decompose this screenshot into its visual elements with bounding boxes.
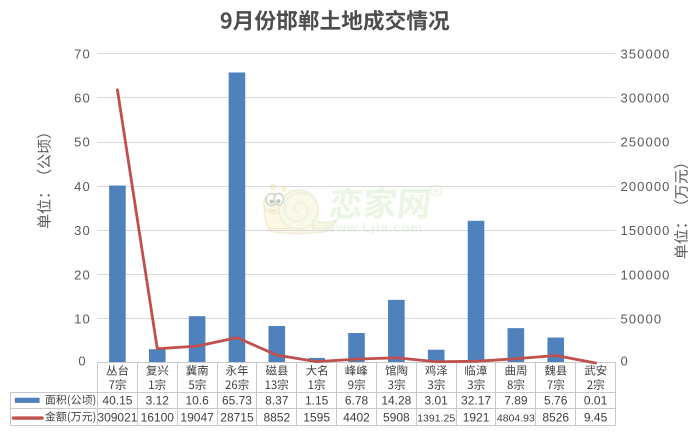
svg-text:3.12: 3.12 (146, 394, 170, 408)
svg-text:300000: 300000 (621, 91, 671, 106)
svg-text:0.01: 0.01 (584, 394, 608, 408)
svg-text:200000: 200000 (621, 179, 671, 194)
svg-text:250000: 250000 (621, 135, 671, 150)
svg-text:4402: 4402 (343, 410, 370, 424)
svg-text:14.28: 14.28 (381, 394, 411, 408)
svg-text:9.45: 9.45 (584, 410, 608, 424)
svg-text:0: 0 (78, 353, 86, 368)
svg-text:5908: 5908 (383, 410, 410, 424)
svg-text:30: 30 (74, 223, 91, 238)
svg-text:1.15: 1.15 (305, 394, 329, 408)
svg-text:16100: 16100 (141, 410, 175, 424)
svg-text:70: 70 (74, 46, 91, 61)
svg-text:50000: 50000 (621, 312, 663, 327)
svg-text:www.Ljia.com: www.Ljia.com (324, 220, 423, 235)
svg-text:60: 60 (74, 91, 91, 106)
svg-text:150000: 150000 (621, 223, 671, 238)
svg-text:19047: 19047 (180, 410, 214, 424)
svg-text:8526: 8526 (542, 410, 569, 424)
svg-text:309021: 309021 (97, 410, 137, 424)
svg-text:5.76: 5.76 (544, 394, 568, 408)
svg-text:50: 50 (74, 135, 91, 150)
svg-text:10: 10 (74, 312, 91, 327)
svg-text:32.17: 32.17 (461, 394, 491, 408)
svg-text:8.37: 8.37 (265, 394, 289, 408)
svg-text:R: R (433, 187, 439, 196)
svg-text:4804.93: 4804.93 (497, 412, 535, 424)
svg-text:1921: 1921 (463, 410, 490, 424)
svg-text:28715: 28715 (220, 410, 254, 424)
svg-text:20: 20 (74, 267, 91, 282)
svg-text:1595: 1595 (303, 410, 330, 424)
svg-text:40.15: 40.15 (102, 394, 132, 408)
svg-text:0: 0 (621, 353, 629, 368)
svg-text:8852: 8852 (263, 410, 290, 424)
svg-text:3.01: 3.01 (425, 394, 449, 408)
svg-text:40: 40 (74, 179, 91, 194)
svg-text:65.73: 65.73 (222, 394, 252, 408)
svg-text:100000: 100000 (621, 267, 671, 282)
svg-text:10.6: 10.6 (185, 394, 209, 408)
svg-text:350000: 350000 (621, 46, 671, 61)
svg-text:6.78: 6.78 (345, 394, 369, 408)
svg-text:1391.25: 1391.25 (417, 412, 455, 424)
svg-text:7.89: 7.89 (504, 394, 528, 408)
